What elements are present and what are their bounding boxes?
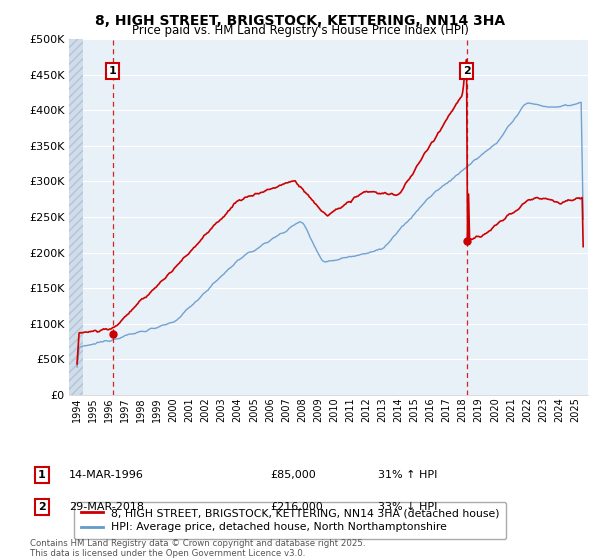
Text: 2: 2 xyxy=(38,502,46,512)
Text: 33% ↓ HPI: 33% ↓ HPI xyxy=(378,502,437,512)
Text: 29-MAR-2018: 29-MAR-2018 xyxy=(69,502,144,512)
Text: Contains HM Land Registry data © Crown copyright and database right 2025.
This d: Contains HM Land Registry data © Crown c… xyxy=(30,539,365,558)
Bar xyxy=(69,39,83,395)
Text: 31% ↑ HPI: 31% ↑ HPI xyxy=(378,470,437,480)
Legend: 8, HIGH STREET, BRIGSTOCK, KETTERING, NN14 3HA (detached house), HPI: Average pr: 8, HIGH STREET, BRIGSTOCK, KETTERING, NN… xyxy=(74,502,506,539)
Text: 1: 1 xyxy=(109,66,116,76)
Text: £85,000: £85,000 xyxy=(270,470,316,480)
Text: Price paid vs. HM Land Registry's House Price Index (HPI): Price paid vs. HM Land Registry's House … xyxy=(131,24,469,37)
Text: 2: 2 xyxy=(463,66,470,76)
Text: £216,000: £216,000 xyxy=(270,502,323,512)
Text: 14-MAR-1996: 14-MAR-1996 xyxy=(69,470,144,480)
Text: 1: 1 xyxy=(38,470,46,480)
Text: 8, HIGH STREET, BRIGSTOCK, KETTERING, NN14 3HA: 8, HIGH STREET, BRIGSTOCK, KETTERING, NN… xyxy=(95,14,505,28)
